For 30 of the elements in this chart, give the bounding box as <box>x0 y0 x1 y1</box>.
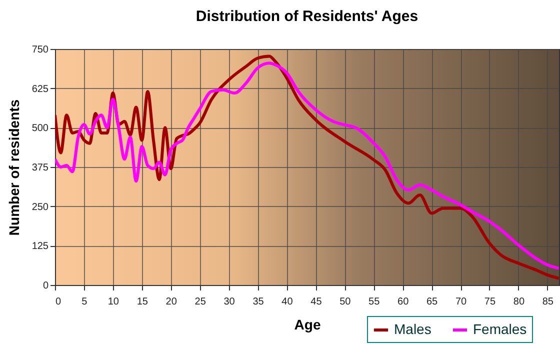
x-tick-label: 5 <box>82 296 88 308</box>
x-tick-label: 80 <box>513 296 525 308</box>
x-tick-label: 10 <box>108 296 120 308</box>
y-tick-label: 625 <box>32 84 49 95</box>
y-tick-label: 250 <box>32 202 49 213</box>
legend-label: Males <box>394 321 432 337</box>
x-tick-label: 20 <box>166 296 178 308</box>
y-tick-label: 0 <box>42 280 49 292</box>
x-tick-label: 60 <box>398 296 410 308</box>
x-tick-label: 40 <box>282 296 294 308</box>
x-axis-title: Age <box>294 316 321 332</box>
y-axis-title: Number of residents <box>6 99 22 236</box>
x-tick-label: 65 <box>426 296 438 308</box>
x-tick-label: 45 <box>310 296 322 308</box>
x-tick-label: 50 <box>340 296 352 308</box>
x-tick-label: 75 <box>484 296 496 308</box>
chart-title: Distribution of Residents' Ages <box>196 8 418 25</box>
x-tick-label: 35 <box>252 296 264 308</box>
x-tick-label: 70 <box>455 296 468 308</box>
x-tick-label: 85 <box>542 296 554 308</box>
y-tick-label: 750 <box>32 44 49 56</box>
x-tick-label: 30 <box>224 296 236 308</box>
legend-label: Females <box>473 321 527 337</box>
x-tick-label: 15 <box>136 296 148 308</box>
x-tick-label: 55 <box>368 296 380 308</box>
x-tick-label: 25 <box>194 296 206 308</box>
y-tick-label: 125 <box>32 241 49 252</box>
x-tick-label: 0 <box>56 296 62 308</box>
y-tick-label: 375 <box>32 162 49 174</box>
y-tick-label: 500 <box>32 123 49 134</box>
